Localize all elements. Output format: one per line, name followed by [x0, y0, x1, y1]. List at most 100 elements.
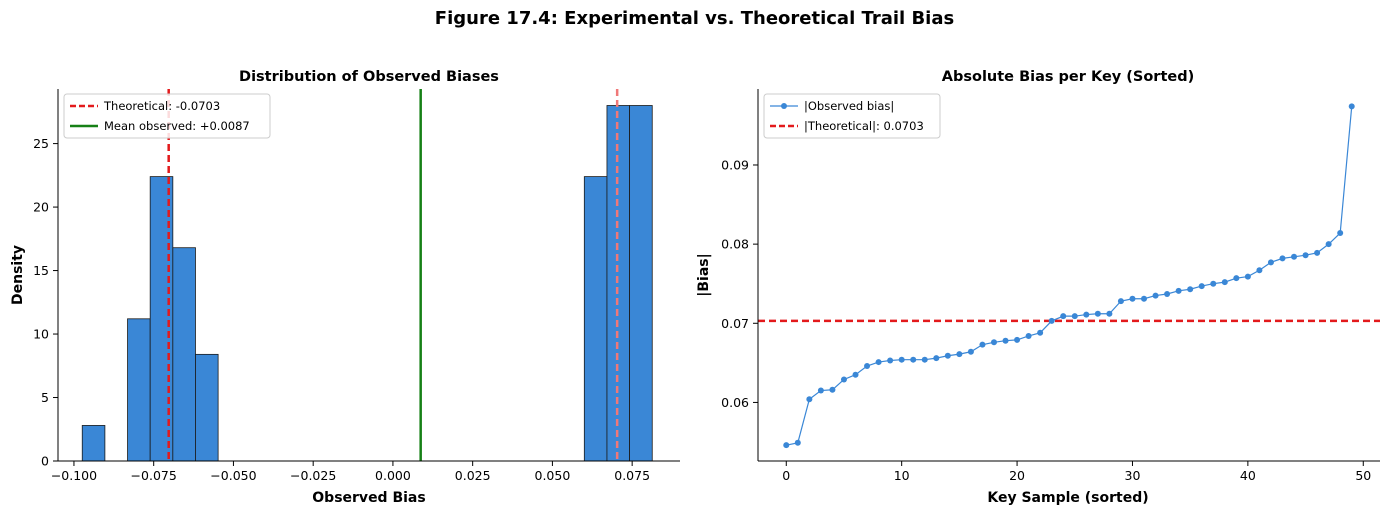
observed-bias-point — [990, 339, 997, 346]
observed-bias-point — [1083, 311, 1090, 318]
sorted-bias-y-ticks: 0.06 0.07 0.08 0.09 — [721, 157, 758, 410]
observed-bias-point — [898, 356, 905, 363]
observed-bias-point — [1106, 310, 1113, 317]
histogram-bar — [195, 353, 219, 462]
observed-bias-point — [887, 357, 894, 364]
observed-bias-point — [1337, 230, 1344, 237]
sorted-bias-panel: Absolute Bias per Key (Sorted) 0 10 20 30 40… — [696, 69, 1380, 506]
observed-bias-point — [910, 356, 917, 363]
observed-bias-point — [1256, 267, 1263, 274]
histogram-bar — [149, 176, 174, 462]
observed-bias-point — [1071, 313, 1078, 320]
observed-bias-point — [933, 355, 940, 362]
histogram-reference-lines — [167, 89, 619, 461]
observed-bias-point — [829, 386, 836, 393]
observed-bias-point — [1187, 286, 1194, 293]
observed-bias-point — [1002, 337, 1009, 344]
histogram-x-tick-label: −0.050 — [210, 468, 256, 483]
observed-bias-point — [817, 387, 824, 394]
histogram-y-label: Density — [10, 245, 26, 305]
legend-observed-label: |Observed bias| — [804, 99, 894, 113]
observed-bias-point — [1348, 103, 1355, 110]
observed-bias-point — [944, 352, 951, 359]
observed-bias-point — [1048, 317, 1055, 324]
observed-bias-point — [1244, 273, 1251, 280]
sorted-bias-x-label: Key Sample (sorted) — [987, 490, 1148, 506]
observed-bias-point — [840, 376, 847, 383]
observed-bias-point — [1037, 329, 1044, 336]
histogram-x-tick-label: 0.025 — [455, 468, 491, 483]
observed-bias-point — [1164, 290, 1171, 297]
observed-bias-point — [1129, 295, 1136, 302]
histogram-bar — [583, 176, 608, 462]
observed-bias-point — [1233, 275, 1240, 282]
histogram-x-tick-label: −0.025 — [290, 468, 336, 483]
legend-abs-theoretical-label: |Theoretical|: 0.0703 — [804, 119, 924, 133]
sorted-bias-y-label: |Bias| — [696, 253, 712, 296]
sorted-bias-x-ticks: 0 10 20 30 40 50 — [782, 461, 1371, 483]
histogram-y-tick-label: 20 — [33, 200, 49, 215]
observed-bias-point — [1267, 259, 1274, 266]
sorted-bias-y-tick-label: 0.06 — [721, 395, 749, 410]
sorted-bias-x-tick-label: 30 — [1125, 468, 1141, 483]
histogram-bar — [81, 425, 106, 462]
sorted-bias-x-tick-label: 10 — [894, 468, 910, 483]
histogram-legend-box — [63, 93, 271, 139]
observed-bias-point — [806, 396, 813, 403]
sorted-bias-title: Absolute Bias per Key (Sorted) — [942, 69, 1194, 85]
histogram-bar — [127, 318, 151, 462]
observed-bias-point — [1210, 280, 1217, 287]
sorted-bias-y-tick-label: 0.09 — [721, 157, 749, 172]
sorted-bias-y-tick-label: 0.07 — [721, 316, 749, 331]
sorted-bias-x-tick-label: 50 — [1355, 468, 1371, 483]
histogram-x-ticks: −0.100 −0.075 −0.050 −0.025 0.000 0.025 0.050 0… — [51, 461, 650, 483]
histogram-bars — [81, 105, 653, 462]
observed-bias-point — [1221, 279, 1228, 286]
histogram-x-tick-label: −0.075 — [131, 468, 177, 483]
histogram-x-tick-label: −0.100 — [51, 468, 97, 483]
legend-mean-label: Mean observed: +0.0087 — [104, 119, 250, 133]
legend-observed-marker — [781, 103, 787, 109]
observed-bias-point — [1094, 310, 1101, 317]
observed-bias-point — [921, 356, 928, 363]
sorted-bias-x-tick-label: 40 — [1240, 468, 1256, 483]
sorted-bias-legend: |Observed bias| |Theoretical|: 0.0703 — [763, 93, 941, 139]
histogram-y-tick-label: 5 — [41, 390, 49, 405]
observed-bias-point — [1025, 332, 1032, 339]
histogram-y-tick-label: 10 — [33, 327, 49, 342]
histogram-y-ticks: 0 5 10 15 20 25 — [33, 136, 58, 469]
figure-title: Figure 17.4: Experimental vs. Theoretica… — [434, 8, 955, 29]
observed-bias-point — [794, 439, 801, 446]
observed-bias-point — [875, 359, 882, 366]
observed-bias-point — [956, 351, 963, 358]
observed-bias-point — [1325, 241, 1332, 248]
observed-bias-point — [979, 341, 986, 348]
observed-bias-point — [1198, 283, 1205, 290]
histogram-x-tick-label: 0.050 — [535, 468, 571, 483]
sorted-bias-y-tick-label: 0.08 — [721, 237, 749, 252]
observed-bias-point — [852, 371, 859, 378]
sorted-bias-x-tick-label: 20 — [1009, 468, 1025, 483]
observed-bias-point — [1060, 313, 1067, 320]
histogram-y-tick-label: 0 — [41, 454, 49, 469]
observed-bias-point — [1291, 253, 1298, 260]
sorted-bias-series — [783, 103, 1355, 449]
histogram-bar — [629, 105, 653, 462]
observed-bias-point — [1152, 292, 1159, 299]
observed-bias-point — [967, 348, 974, 355]
observed-bias-point — [1175, 287, 1182, 294]
sorted-bias-axes — [757, 89, 1380, 462]
histogram-y-tick-label: 15 — [33, 263, 49, 278]
observed-bias-point — [1117, 298, 1124, 305]
histogram-x-tick-label: 0.075 — [614, 468, 650, 483]
histogram-axes — [57, 89, 680, 462]
sorted-bias-legend-box — [763, 93, 941, 139]
histogram-x-tick-label: 0.000 — [375, 468, 411, 483]
histogram-y-tick-label: 25 — [33, 136, 49, 151]
observed-bias-point — [1014, 336, 1021, 343]
histogram-bar — [172, 247, 196, 462]
observed-bias-point — [1314, 249, 1321, 256]
observed-bias-point — [1141, 295, 1148, 302]
histogram-panel: Distribution of Observed Biases −0.100 −0… — [10, 69, 680, 506]
